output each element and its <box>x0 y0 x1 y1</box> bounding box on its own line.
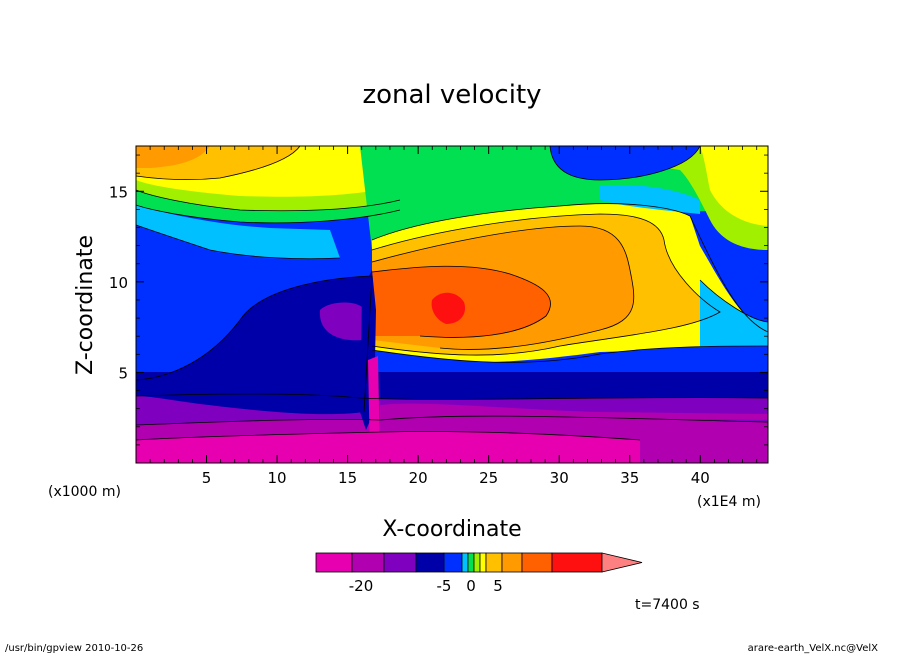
colorbar-bin <box>467 552 475 573</box>
y-axis-label: Z-coordinate <box>73 235 98 375</box>
footer-left: /usr/bin/gpview 2010-10-26 <box>5 643 143 654</box>
colorbar-bin <box>473 552 481 573</box>
y-tick-label: 10 <box>109 274 128 292</box>
x-tick-label: 25 <box>479 469 498 487</box>
colorbar-bin <box>485 552 503 573</box>
x-axis: 5 10 15 20 25 30 35 40 <box>149 146 758 487</box>
colorbar-bin <box>315 552 353 573</box>
plot-frame <box>135 145 769 464</box>
x-tick-label: 35 <box>620 469 639 487</box>
x-tick-label: 10 <box>268 469 287 487</box>
colorbar-extend-arrow <box>601 552 643 573</box>
y-axis-unit: (x1000 m) <box>48 484 121 500</box>
colorbar-bin <box>351 552 385 573</box>
colorbar-label: -5 <box>437 577 452 595</box>
colorbar-bin <box>443 552 463 573</box>
colorbar-bin <box>551 552 603 573</box>
x-tick-label: 30 <box>550 469 569 487</box>
y-tick-label: 5 <box>118 364 128 382</box>
colorbar-bin <box>461 552 469 573</box>
x-tick-label: 15 <box>338 469 357 487</box>
colorbar-label: 0 <box>466 577 476 595</box>
colorbar-labels: -20 -5 0 5 <box>349 577 503 595</box>
x-tick-label: 20 <box>409 469 428 487</box>
footer-right: arare-earth_VelX.nc@VelX <box>748 643 879 654</box>
x-tick-label: 40 <box>691 469 710 487</box>
colorbar-bin <box>521 552 553 573</box>
colorbar-bin <box>415 552 445 573</box>
y-tick-label: 15 <box>109 183 128 201</box>
x-axis-unit: (x1E4 m) <box>697 494 761 510</box>
chart-title: zonal velocity <box>362 80 541 110</box>
colorbar-bin <box>501 552 523 573</box>
x-tick-label: 5 <box>202 469 212 487</box>
colorbar-bin <box>479 552 487 573</box>
velocity-field <box>136 146 768 463</box>
y-axis: 5 10 15 <box>109 154 768 446</box>
colorbar <box>315 552 643 573</box>
colorbar-label: 5 <box>493 577 503 595</box>
time-annotation: t=7400 s <box>635 597 700 613</box>
colorbar-bin <box>383 552 417 573</box>
x-axis-label: X-coordinate <box>382 517 521 542</box>
colorbar-label: -20 <box>349 577 374 595</box>
